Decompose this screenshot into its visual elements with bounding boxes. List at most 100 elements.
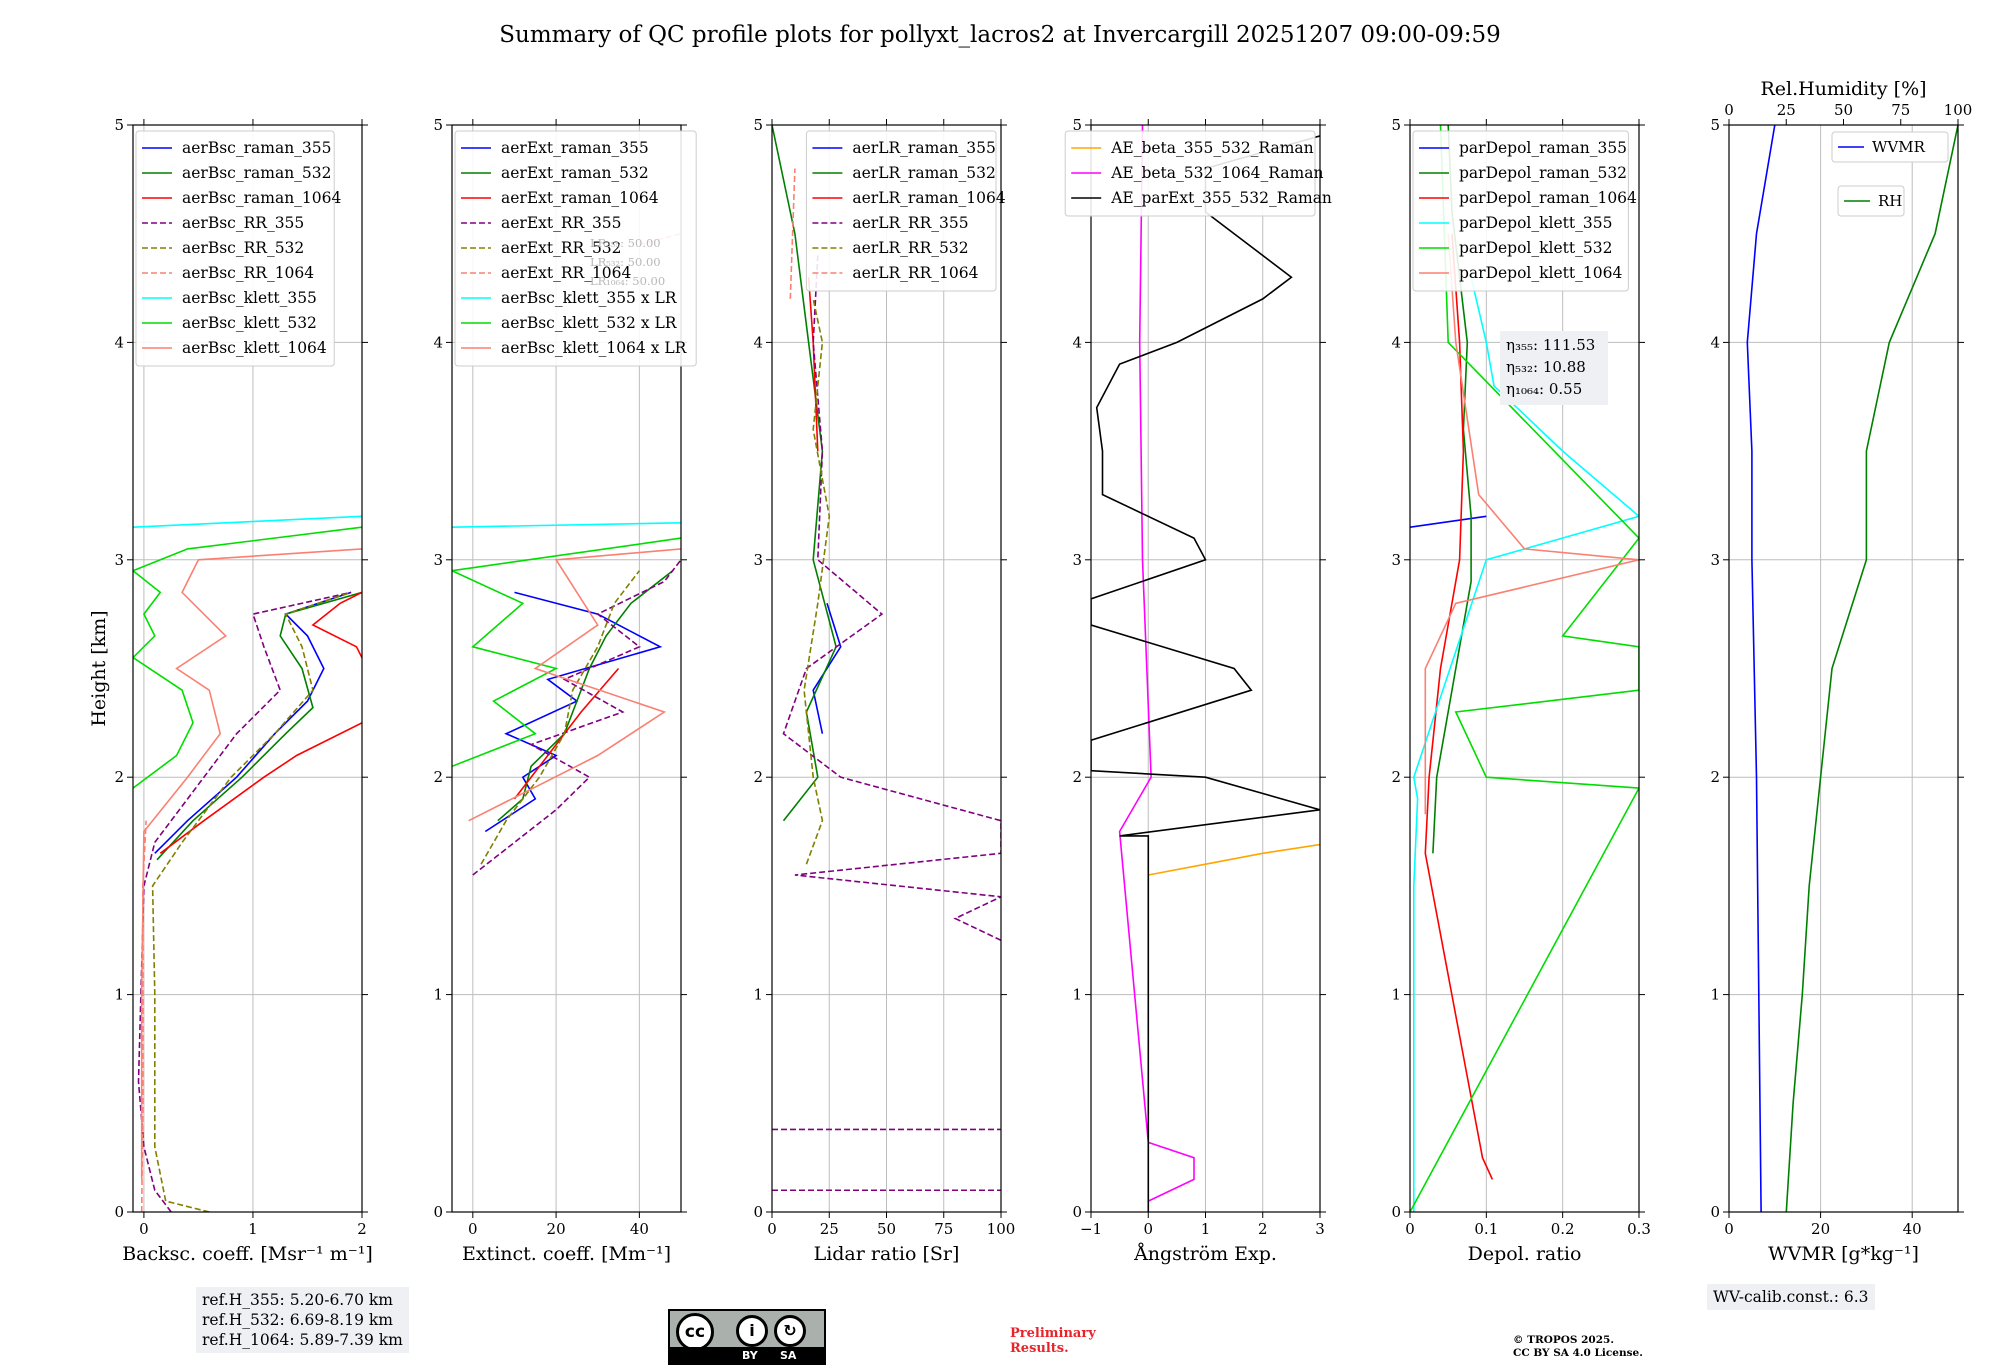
legend-label: aerBsc_klett_532 x LR — [501, 314, 678, 332]
axes-frame — [132, 124, 363, 1213]
wv-calib-text: WV-calib.const.: 6.3 — [1713, 1288, 1869, 1306]
series-line-AE_beta_355_532_Raman — [1148, 843, 1320, 876]
ref-heights-box: ref.H_355: 5.20-6.70 km ref.H_532: 6.69-… — [196, 1287, 409, 1353]
series-line-aerExt_raman_355 — [484, 591, 663, 833]
x-tick-label: 1 — [1201, 1220, 1211, 1238]
x-tick-label: 0 — [1405, 1220, 1415, 1238]
y-tick-label: 2 — [1391, 768, 1401, 786]
legend-label: aerBsc_RR_532 — [182, 239, 304, 257]
legend-label: aerBsc_raman_355 — [182, 139, 332, 157]
cc-license-badge: cc i ↻ BY SA — [668, 1309, 826, 1365]
x-tick-label: 0 — [139, 1220, 149, 1238]
legend-label: aerBsc_RR_355 — [182, 214, 304, 232]
series-line-AE_beta_532_1064_Raman — [1118, 125, 1195, 1202]
legend-label: aerBsc_RR_1064 — [182, 264, 314, 282]
legend-box — [135, 130, 335, 367]
legend-label: WVMR — [1872, 138, 1926, 156]
y-tick-label: 3 — [753, 551, 763, 569]
x-tick-label: 2 — [1258, 1220, 1268, 1238]
y-tick-label: 2 — [1072, 768, 1082, 786]
series-group — [452, 232, 681, 876]
sa-label: SA — [780, 1349, 797, 1362]
series-group — [1091, 125, 1320, 1212]
legend-label: aerLR_RR_532 — [852, 239, 968, 257]
series-line-aerExt_RR_532 — [480, 570, 641, 865]
y-tick-label: 3 — [1072, 551, 1082, 569]
series-group — [772, 125, 1001, 1192]
legend-label: aerExt_raman_355 — [501, 139, 649, 157]
x-tick-label: 40 — [630, 1220, 649, 1238]
legend-label: aerExt_RR_355 — [501, 214, 622, 232]
legend-box — [1837, 185, 1905, 217]
x-tick-label: 50 — [877, 1220, 896, 1238]
x-tick-label: 0 — [1143, 1220, 1153, 1238]
y-axis-label: Height [km] — [88, 610, 110, 726]
series-line-aerBsc_raman_1064 — [159, 591, 362, 854]
y-tick-label: 3 — [1391, 551, 1401, 569]
by-label: BY — [742, 1349, 758, 1362]
legend-box — [1064, 130, 1316, 217]
legend-label: aerExt_raman_1064 — [501, 189, 659, 207]
series-line-aerExt_RR_355 — [472, 559, 681, 876]
y-tick-label: 3 — [433, 551, 443, 569]
series-line-aerBsc_RR_355 — [137, 591, 352, 1212]
legend-label: aerBsc_klett_1064 x LR — [501, 339, 688, 357]
x2-tick-label: 50 — [1834, 101, 1853, 119]
series-line-aerBsc_klett_1064 — [140, 548, 362, 1180]
x-axis-label: Backsc. coeff. [Msr⁻¹ m⁻¹] — [122, 1243, 373, 1265]
series-line-parDepol_raman_355 — [1410, 515, 1487, 528]
legend-label: aerLR_raman_1064 — [852, 189, 1005, 207]
series-line-aerLR_RR_355 — [782, 255, 1001, 942]
y-tick-label: 1 — [1072, 986, 1082, 1004]
y-tick-label: 2 — [1710, 768, 1720, 786]
series-line-aerExt_raman_1064 — [513, 667, 620, 800]
axes-frame — [1409, 124, 1640, 1213]
y-tick-label: 3 — [1710, 551, 1720, 569]
legend-label: aerBsc_klett_532 — [182, 314, 317, 332]
preliminary-line-1: Preliminary — [1010, 1326, 1096, 1341]
series-line-parDepol_klett_532 — [1410, 125, 1639, 1212]
axes-frame — [451, 124, 682, 1213]
y-tick-label: 0 — [1391, 1203, 1401, 1221]
series-line-AE_parExt_355_532_Raman — [1091, 135, 1320, 1212]
legend-label: RH — [1878, 192, 1902, 210]
y-tick-label: 0 — [1710, 1203, 1720, 1221]
panel-lidar_ratio: 0 25 50 75 100 0 1 2 3 4 5 Lidar ratio [Sr] aerLR_ra… — [753, 116, 1015, 1265]
y-tick-label: 4 — [753, 333, 763, 351]
lr-annotation: LR₅₃₂: 50.00 — [590, 255, 661, 269]
series-line-aerBsc_klett_355 — [133, 515, 362, 528]
y-tick-label: 5 — [1710, 116, 1720, 134]
legend-label: aerBsc_raman_532 — [182, 164, 332, 182]
y-tick-label: 5 — [1072, 116, 1082, 134]
y-tick-label: 3 — [114, 551, 124, 569]
series-line-aerLR_RR_1064 — [789, 168, 796, 299]
ref-height-532: ref.H_532: 6.69-8.19 km — [202, 1311, 393, 1329]
legend-label: aerBsc_klett_355 — [182, 289, 317, 307]
cc-badge-bar — [670, 1347, 824, 1363]
legend-label: aerLR_RR_1064 — [852, 264, 978, 282]
preliminary-note: Preliminary Results. — [1010, 1326, 1096, 1356]
copyright-line-2: CC BY SA 4.0 License. — [1513, 1347, 1643, 1359]
lr-annotation: LR₃₅₅: 50.00 — [590, 236, 661, 250]
x-tick-label: 100 — [987, 1220, 1016, 1238]
x-axis-label: Depol. ratio — [1468, 1243, 1582, 1265]
x-tick-label: 25 — [820, 1220, 839, 1238]
series-group — [133, 515, 362, 1212]
legend-label: aerBsc_raman_1064 — [182, 189, 342, 207]
y-tick-label: 5 — [1391, 116, 1401, 134]
x2-tick-label: 100 — [1944, 101, 1973, 119]
legend-box — [805, 130, 997, 292]
y-tick-label: 2 — [753, 768, 763, 786]
legend-label: aerExt_RR_1064 — [501, 264, 632, 282]
legend-label: aerLR_raman_532 — [852, 164, 995, 182]
x-tick-label: 75 — [934, 1220, 953, 1238]
legend-label: parDepol_raman_1064 — [1459, 189, 1637, 207]
series-line-aerLR_raman_532 — [772, 125, 837, 822]
y-tick-label: 5 — [753, 116, 763, 134]
x2-axis-label: Rel.Humidity [%] — [1760, 78, 1926, 100]
ref-height-1064: ref.H_1064: 5.89-7.39 km — [202, 1331, 403, 1349]
x-tick-label: 0 — [1724, 1220, 1734, 1238]
sa-share-icon: ↻ — [774, 1315, 806, 1347]
